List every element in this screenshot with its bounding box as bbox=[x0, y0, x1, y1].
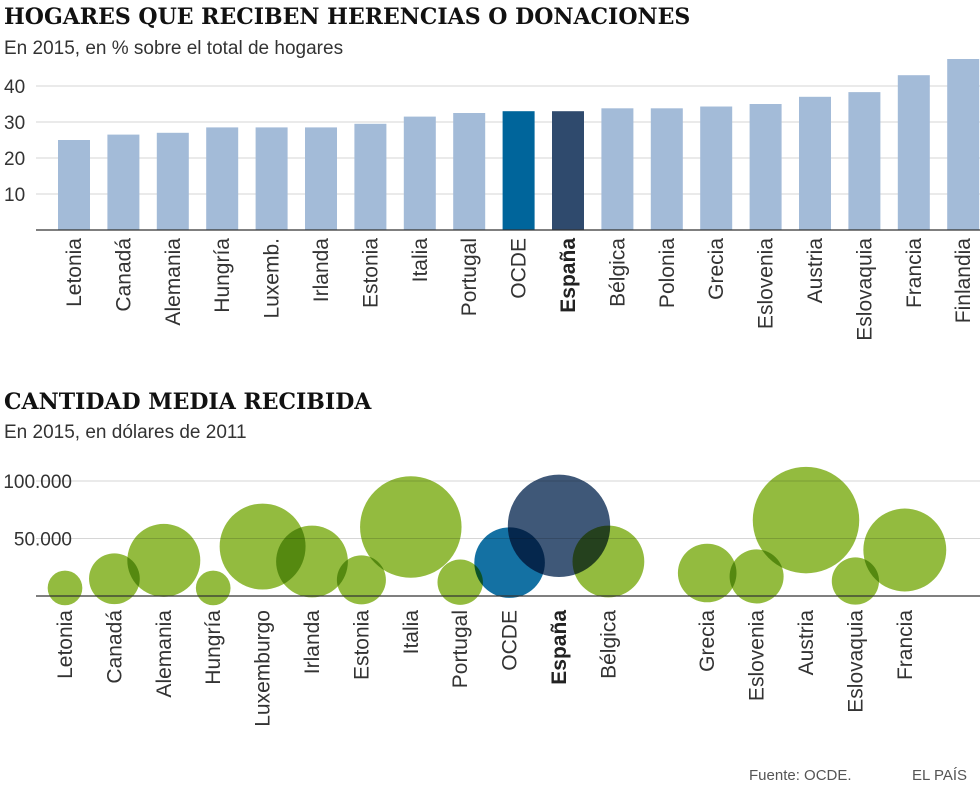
bar-x-label-alemania: Alemania bbox=[162, 238, 185, 326]
bar-x-label-canada: Canadá bbox=[112, 238, 135, 312]
bubble-x-label-francia: Francia bbox=[894, 610, 917, 680]
bubble-x-label-belgica: Bélgica bbox=[597, 610, 620, 679]
source-note: Fuente: OCDE. bbox=[749, 767, 852, 784]
bar-x-label-hungria: Hungría bbox=[211, 238, 234, 313]
bar-eslovenia bbox=[749, 104, 782, 230]
bar-belgica bbox=[601, 108, 634, 230]
bubble-x-label-austria: Austria bbox=[795, 610, 818, 676]
bar-y-tick-label: 20 bbox=[4, 149, 25, 170]
bar-estonia bbox=[354, 123, 387, 230]
bar-x-label-grecia: Grecia bbox=[705, 238, 728, 300]
bar-x-label-eslovaquia: Eslovaquia bbox=[853, 238, 876, 341]
bar-italia bbox=[403, 116, 436, 230]
bar-x-label-eslovenia: Eslovenia bbox=[755, 238, 778, 329]
bar-x-label-espana: España bbox=[557, 238, 580, 313]
bubble-grecia bbox=[677, 543, 737, 603]
bubble-x-label-espana: España bbox=[548, 610, 571, 685]
bubble-y-axis: 50.000 100.000 bbox=[3, 472, 72, 551]
bubble-belgica bbox=[572, 525, 645, 598]
chart2-title: CANTIDAD MEDIA RECIBIDA bbox=[4, 389, 372, 415]
chart1-subtitle: En 2015, en % sobre el total de hogares bbox=[4, 38, 343, 59]
bar-francia bbox=[897, 75, 930, 230]
bar-x-label-irlanda: Irlanda bbox=[310, 238, 333, 303]
bar-series bbox=[58, 59, 980, 231]
bubble-hungria bbox=[195, 570, 231, 606]
bar-x-axis: Letonia Canadá Alemania Hungría Luxemb. Irlan… bbox=[63, 238, 975, 341]
bar-ocde bbox=[502, 111, 535, 230]
bar-portugal bbox=[453, 113, 486, 230]
bar-austria bbox=[799, 96, 831, 230]
bubble-series bbox=[47, 466, 947, 606]
bar-canada bbox=[107, 134, 140, 230]
bar-hungria bbox=[206, 127, 239, 230]
bubble-x-label-eslovaquia: Eslovaquia bbox=[844, 610, 867, 713]
bar-grecia bbox=[700, 106, 733, 230]
bubble-canada bbox=[89, 553, 140, 605]
bar-x-label-francia: Francia bbox=[903, 238, 926, 308]
bar-polonia bbox=[650, 108, 683, 230]
bubble-austria bbox=[752, 466, 860, 574]
bar-eslovaquia bbox=[848, 92, 881, 231]
bubble-portugal bbox=[437, 559, 483, 605]
bubble-x-label-hungria: Hungría bbox=[202, 610, 225, 685]
bar-letonia bbox=[58, 140, 90, 230]
bar-y-tick-label: 30 bbox=[4, 113, 25, 134]
bar-x-label-austria: Austria bbox=[804, 238, 827, 304]
bar-x-label-letonia: Letonia bbox=[63, 238, 86, 307]
bar-x-label-belgica: Bélgica bbox=[606, 238, 629, 307]
bubble-francia bbox=[863, 508, 947, 592]
bubble-y-tick-label: 100.000 bbox=[3, 472, 72, 493]
bar-x-label-portugal: Portugal bbox=[458, 238, 481, 316]
bubble-x-label-canada: Canadá bbox=[103, 610, 126, 684]
bubble-y-tick-label: 50.000 bbox=[14, 530, 72, 551]
bubble-x-label-irlanda: Irlanda bbox=[301, 610, 324, 675]
bubble-letonia bbox=[47, 570, 83, 606]
bar-espana bbox=[552, 111, 584, 230]
bubble-x-label-alemania: Alemania bbox=[153, 610, 176, 698]
brand-label: EL PAÍS bbox=[912, 767, 967, 784]
bubble-x-label-grecia: Grecia bbox=[696, 610, 719, 672]
bubble-x-label-italia: Italia bbox=[400, 610, 423, 655]
bar-x-label-polonia: Polonia bbox=[656, 238, 679, 308]
bubble-estonia bbox=[336, 555, 386, 605]
chart1-title: HOGARES QUE RECIBEN HERENCIAS O DONACION… bbox=[4, 4, 690, 30]
bubble-irlanda bbox=[276, 525, 348, 598]
bar-x-label-luxemb: Luxemb. bbox=[261, 238, 284, 319]
bubble-x-label-letonia: Letonia bbox=[54, 610, 77, 679]
bar-finlandia bbox=[947, 59, 980, 230]
bar-y-tick-label: 10 bbox=[4, 185, 25, 206]
bubble-x-label-ocde: OCDE bbox=[499, 610, 522, 671]
bar-x-label-finlandia: Finlandia bbox=[952, 238, 975, 324]
bubble-eslovenia bbox=[729, 549, 784, 604]
bar-luxemb bbox=[255, 127, 288, 230]
bar-y-axis: 10 20 30 40 bbox=[4, 77, 25, 206]
bar-x-label-italia: Italia bbox=[409, 238, 432, 283]
bubble-x-axis: Letonia Canadá Alemania Hungría Luxemburgo Ir… bbox=[54, 610, 917, 727]
bubble-x-label-luxemburgo: Luxemburgo bbox=[252, 610, 275, 727]
chart2-subtitle: En 2015, en dólares de 2011 bbox=[4, 422, 247, 443]
bubble-italia bbox=[360, 476, 462, 578]
bar-x-label-estonia: Estonia bbox=[359, 238, 382, 308]
bubble-x-label-estonia: Estonia bbox=[350, 610, 373, 680]
bar-y-tick-label: 40 bbox=[4, 77, 25, 98]
bar-alemania bbox=[156, 132, 189, 230]
bar-irlanda bbox=[305, 127, 337, 230]
bubble-x-label-eslovenia: Eslovenia bbox=[746, 610, 769, 701]
bubble-alemania bbox=[127, 523, 201, 597]
bar-x-label-ocde: OCDE bbox=[508, 238, 531, 299]
bubble-x-label-portugal: Portugal bbox=[449, 610, 472, 688]
bubble-eslovaquia bbox=[831, 557, 880, 605]
